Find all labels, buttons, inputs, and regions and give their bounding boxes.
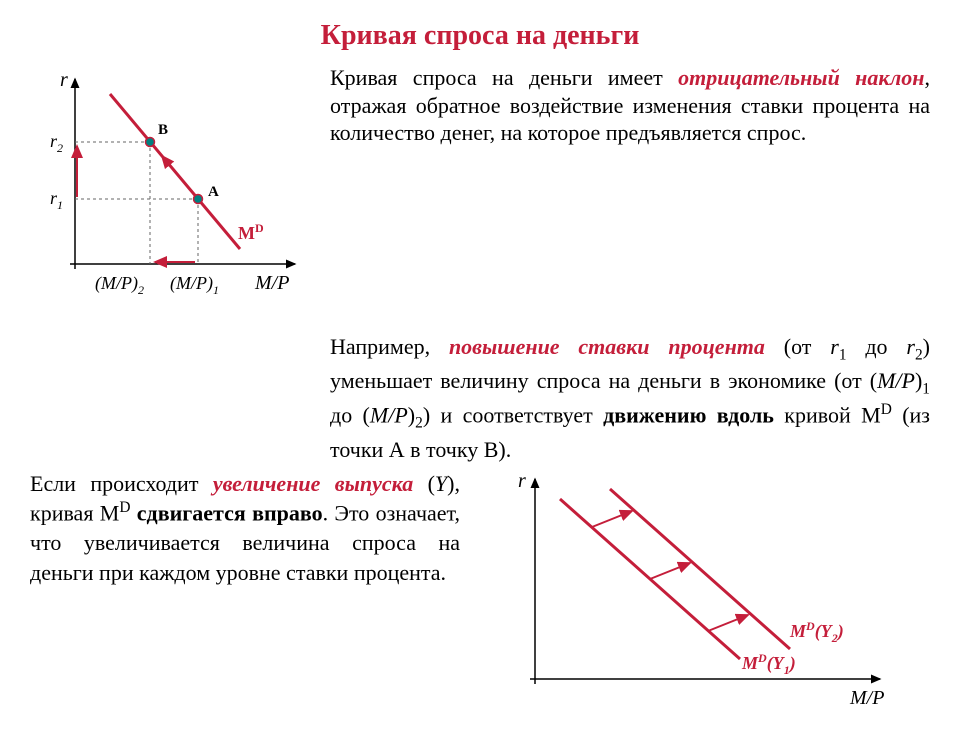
mp2-label: (M/P)2 <box>95 273 144 297</box>
p2-s2: 2 <box>915 346 923 363</box>
chart-1: r r2 r1 B A MD (M/P)2 (M/P)1 M/P <box>30 64 310 324</box>
paragraph-2: Например, повышение ставки процента (от … <box>330 332 930 465</box>
p1-t1: Кривая спроса на деньги имеет <box>330 65 678 90</box>
y-axis-label: r <box>60 69 68 91</box>
shift-arrow-2 <box>650 563 690 579</box>
p3-y: Y <box>435 471 447 496</box>
md-label: MD <box>238 221 264 243</box>
p2-t2: (от <box>765 334 830 359</box>
p2-t3: до <box>847 334 907 359</box>
row-3: Если происходит увеличение выпуска (Y), … <box>30 469 930 729</box>
x-axis-label-2: M/P <box>849 687 884 709</box>
md-y1-label: MD(Y1) <box>741 651 796 677</box>
shift-arrow-3 <box>708 615 748 631</box>
p2-t1: Например, <box>330 334 449 359</box>
p2-t7: ) <box>408 403 415 428</box>
paragraph-1: Кривая спроса на деньги имеет отрицатель… <box>330 64 930 324</box>
p2-h1: повышение ставки процента <box>449 334 765 359</box>
r2-label: r2 <box>50 131 63 155</box>
p2-s4: 2 <box>415 415 423 432</box>
p2-h2: движению вдоль <box>603 403 774 428</box>
p1-h1: отрицательный наклон <box>678 65 924 90</box>
p2-t8: ) и соответствует <box>423 403 603 428</box>
p3-t2: ( <box>413 471 435 496</box>
chart-1-container: r r2 r1 B A MD (M/P)2 (M/P)1 M/P <box>30 64 310 324</box>
p2-s1: 1 <box>839 346 847 363</box>
point-a-label: A <box>208 184 219 200</box>
p2-mp1: M/P <box>877 368 915 393</box>
r1-label: r1 <box>50 188 63 212</box>
chart-2: r M/P MD(Y2) MD(Y1) <box>480 469 900 729</box>
title-text: Кривая спроса на деньги <box>321 20 640 51</box>
p2-r1: r <box>830 334 839 359</box>
chart-1-spacer <box>30 332 310 465</box>
chart-2-container: r M/P MD(Y2) MD(Y1) <box>480 469 930 729</box>
p2-t6: до ( <box>330 403 370 428</box>
mp1-label: (M/P)1 <box>170 273 219 297</box>
point-a <box>194 195 203 204</box>
p2-s3: 1 <box>922 381 930 398</box>
p3-sd: D <box>119 499 130 516</box>
point-b <box>146 138 155 147</box>
row-1: r r2 r1 B A MD (M/P)2 (M/P)1 M/P Кривая … <box>30 64 930 324</box>
p2-sd: D <box>881 401 892 418</box>
p3-h2: сдвигается вправо <box>137 501 323 526</box>
x-axis-label: M/P <box>254 272 289 294</box>
row-2: Например, повышение ставки процента (от … <box>30 332 930 465</box>
paragraph-3: Если происходит увеличение выпуска (Y), … <box>30 469 460 729</box>
p3-t1: Если происходит <box>30 471 213 496</box>
md-y2-label: MD(Y2) <box>789 619 844 645</box>
p3-h1: увеличение выпуска <box>213 471 413 496</box>
p2-mp2: M/P <box>370 403 408 428</box>
arrow-along-curve <box>162 156 190 190</box>
y-axis-label-2: r <box>518 470 526 492</box>
point-b-label: B <box>158 122 168 138</box>
p2-t9: кривой M <box>774 403 881 428</box>
page-title: Кривая спроса на деньги <box>30 20 930 52</box>
shift-arrow-1 <box>592 511 632 527</box>
p2-r2: r <box>906 334 915 359</box>
